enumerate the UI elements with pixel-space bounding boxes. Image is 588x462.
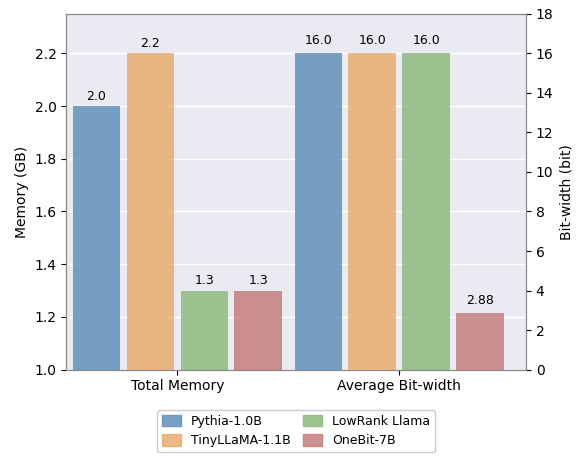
Text: 2.0: 2.0 [86, 90, 106, 103]
Bar [235, 291, 282, 370]
Text: 16.0: 16.0 [305, 35, 332, 48]
Bar [73, 106, 121, 370]
Bar [402, 54, 450, 370]
Text: 16.0: 16.0 [358, 35, 386, 48]
Legend: Pythia-1.0B, TinyLLaMA-1.1B, LowRank Llama, OneBit-7B: Pythia-1.0B, TinyLLaMA-1.1B, LowRank Lla… [157, 410, 435, 452]
Y-axis label: Bit-width (bit): Bit-width (bit) [559, 144, 573, 240]
Text: 1.3: 1.3 [248, 274, 268, 287]
Bar [126, 54, 174, 370]
Text: 1.3: 1.3 [195, 274, 214, 287]
Bar [181, 291, 228, 370]
Bar [349, 54, 396, 370]
Text: 2.88: 2.88 [466, 294, 494, 307]
Text: 16.0: 16.0 [412, 35, 440, 48]
Bar [295, 54, 342, 370]
Bar [456, 313, 504, 370]
Y-axis label: Memory (GB): Memory (GB) [15, 146, 29, 238]
Text: 2.2: 2.2 [141, 37, 161, 50]
